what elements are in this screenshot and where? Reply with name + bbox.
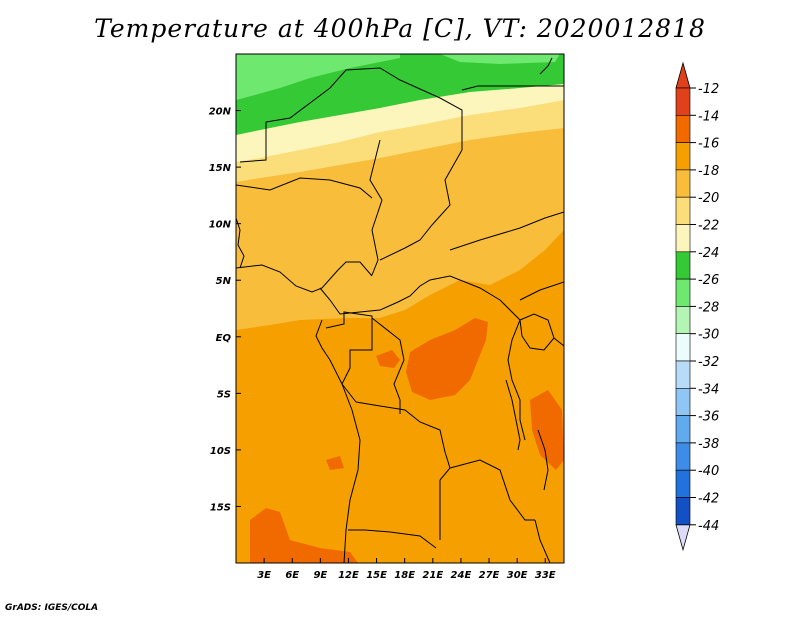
map-area: [236, 54, 564, 563]
mozambique-border: [534, 519, 551, 563]
colorbar-swatch: [675, 442, 691, 471]
zambia-border: [449, 459, 535, 521]
colorbar-label: -42: [698, 492, 719, 507]
colorbar-swatch: [675, 469, 691, 498]
lake-tanganyika: [505, 379, 521, 451]
north-border-libya: [239, 67, 463, 163]
colorbar-swatch: [675, 387, 691, 416]
colorbar-label: -44: [698, 519, 719, 534]
pale-yellow-region: [236, 82, 564, 162]
niger-nigeria-border: [236, 177, 373, 199]
chad-border: [369, 139, 383, 276]
x-tick-label: 3E: [257, 570, 271, 581]
colorbar-label: -24: [698, 246, 719, 261]
chart-title: Temperature at 400hPa [C], VT: 202001281…: [94, 14, 706, 43]
x-tick-label: 18E: [394, 570, 415, 581]
colorbar-label: -26: [698, 273, 719, 288]
colorbar-swatch: [675, 115, 691, 143]
colorbar-swatch: [675, 87, 691, 116]
colorbar-label: -28: [698, 300, 719, 315]
east-africa-border: [519, 281, 564, 301]
y-tick-label: 5N: [216, 276, 232, 287]
x-tick-label: 27E: [479, 570, 500, 581]
x-tick-label: 24E: [451, 570, 472, 581]
colorbar-swatch: [675, 251, 691, 280]
colorbar-label: -16: [698, 137, 719, 152]
gulf-of-guinea-coast: [315, 319, 343, 385]
x-tick-label: 21E: [422, 570, 443, 581]
x-tick-label: 6E: [285, 570, 299, 581]
colorbar-label: -36: [698, 410, 719, 425]
colorbar-swatch: [675, 278, 691, 307]
x-tick-label: 12E: [338, 570, 359, 581]
yellow-region: [236, 98, 564, 182]
colorbar: -12 -14 -16 -18 -20 -22 -24 -26 -28 -30 -32 -34 -36 -…: [675, 61, 719, 552]
country-boundaries: [236, 57, 564, 563]
angola-north-border: [355, 401, 451, 481]
map-frame: [235, 53, 565, 564]
colorbar-swatch: [675, 306, 691, 334]
dark-orange-patch-southwest: [250, 508, 358, 563]
y-tick-label: 20N: [209, 107, 232, 118]
colorbar-swatch: [675, 196, 691, 225]
colorbar-swatch: [675, 224, 691, 253]
colorbar-label: -22: [698, 219, 719, 234]
y-tick-label: 5S: [217, 389, 231, 400]
sudan-chad-border: [379, 149, 463, 261]
dark-orange-patch-small: [326, 456, 344, 470]
west-africa-coast: [236, 217, 245, 269]
light-green-patch: [440, 54, 560, 64]
colorbar-label: -20: [698, 191, 719, 206]
nigeria-coast: [236, 261, 373, 293]
y-axis: 20N 15N 10N 5N EQ 5S 10S 15S: [209, 107, 241, 513]
x-tick-label: 30E: [507, 570, 528, 581]
y-tick-label: 15S: [210, 502, 231, 513]
drc-east-border: [499, 299, 526, 441]
egypt-sudan-border: [461, 85, 564, 91]
colorbar-bottom-triangle: [675, 524, 691, 552]
colorbar-swatch: [675, 497, 691, 526]
light-green-region: [236, 54, 400, 100]
x-axis: 3E 6E 9E 12E 15E 18E 21E 24E 27E 30E 33E: [257, 558, 556, 581]
colorbar-label: -14: [698, 109, 719, 124]
colorbar-label: -32: [698, 355, 719, 370]
grads-credit: GrADS: IGES/COLA: [5, 603, 99, 613]
kenya-tanzania-border: [553, 337, 564, 347]
lake-malawi: [537, 429, 549, 491]
x-tick-label: 9E: [313, 570, 327, 581]
south-sudan-border: [449, 211, 564, 251]
y-tick-label: EQ: [216, 333, 232, 344]
x-tick-label: 15E: [366, 570, 387, 581]
dark-orange-patch-east: [530, 390, 564, 470]
angola-south-border: [348, 529, 437, 549]
colorbar-swatch: [675, 142, 691, 171]
cameroon-border: [319, 275, 501, 315]
drc-west-border: [371, 317, 405, 414]
y-tick-label: 15N: [209, 163, 232, 174]
colorbar-swatch: [675, 415, 691, 444]
colorbar-label: -12: [698, 82, 719, 97]
colorbar-label: -38: [698, 437, 719, 452]
lake-victoria: [519, 313, 555, 351]
colorbar-label: -30: [698, 328, 719, 343]
dark-orange-patch-congo: [406, 318, 488, 400]
x-tick-label: 33E: [535, 570, 556, 581]
light-orange-region: [236, 125, 564, 330]
colorbar-top-triangle: [675, 61, 691, 89]
gabon-congo-border: [325, 311, 373, 403]
dark-orange-patch-west: [376, 350, 400, 368]
colorbar-swatch: [675, 360, 691, 389]
colorbar-label: -34: [698, 382, 719, 397]
colorbar-label: -18: [698, 164, 719, 179]
colorbar-swatch: [675, 333, 691, 362]
colorbar-swatch: [675, 169, 691, 198]
y-tick-label: 10S: [210, 446, 231, 457]
angola-coast: [341, 383, 361, 563]
colorbar-label: -40: [698, 464, 719, 479]
red-sea-coast: [539, 57, 553, 75]
y-tick-label: 10N: [209, 220, 232, 231]
